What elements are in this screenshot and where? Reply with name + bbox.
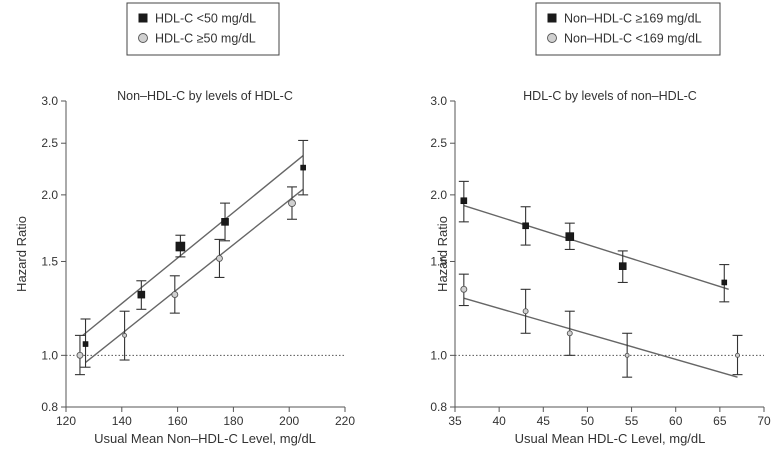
data-point-square — [565, 232, 575, 241]
legend-marker-square — [138, 13, 148, 23]
legend-label: HDL-C <50 mg/dL — [155, 12, 256, 26]
data-point-square — [221, 218, 229, 226]
data-point-square — [618, 262, 627, 270]
y-tick-label: 2.0 — [430, 188, 447, 202]
x-tick-label: 180 — [223, 414, 243, 428]
chart-title: Non–HDL-C by levels of HDL-C — [117, 89, 293, 103]
legend-marker-square — [547, 13, 557, 23]
legend-label: Non–HDL-C ≥169 mg/dL — [564, 12, 702, 26]
y-tick-label: 1.0 — [41, 348, 58, 362]
y-axis-label: Hazard Ratio — [14, 216, 29, 292]
legend-box — [126, 2, 280, 56]
x-axis-label: Usual Mean Non–HDL-C Level, mg/dL — [94, 431, 316, 446]
x-tick-label: 220 — [335, 414, 355, 428]
x-tick-label: 50 — [581, 414, 595, 428]
data-point-square — [137, 290, 146, 299]
data-point-square — [82, 341, 89, 347]
y-tick-label: 1.0 — [430, 348, 447, 362]
data-point-circle — [566, 330, 573, 337]
fit-line-series-2 — [85, 188, 304, 363]
data-point-circle — [288, 199, 296, 208]
data-point-square — [721, 279, 728, 286]
series-2 — [458, 273, 743, 378]
series-1 — [80, 139, 309, 368]
legend-label: HDL-C ≥50 mg/dL — [155, 32, 256, 46]
data-point-circle — [215, 254, 223, 262]
legend-label: Non–HDL-C <169 mg/dL — [564, 32, 702, 46]
y-tick-label: 1.5 — [430, 254, 447, 268]
x-tick-label: 40 — [492, 414, 506, 428]
data-point-square — [460, 197, 468, 205]
legend: Non–HDL-C ≥169 mg/dL Non–HDL-C <169 mg/dL — [535, 2, 721, 56]
x-tick-label: 200 — [279, 414, 299, 428]
x-axis-label: Usual Mean HDL-C Level, mg/dL — [515, 431, 706, 446]
x-tick-label: 45 — [537, 414, 551, 428]
y-tick-label: 2.5 — [430, 136, 447, 150]
y-tick-label: 0.8 — [41, 400, 58, 414]
y-tick-label: 2.5 — [41, 136, 58, 150]
x-tick-label: 55 — [625, 414, 639, 428]
series-1 — [458, 180, 730, 303]
fit-line-series-1 — [463, 204, 729, 290]
data-point-circle — [122, 332, 128, 338]
y-tick-label: 0.8 — [430, 400, 447, 414]
legend: HDL-C <50 mg/dL HDL-C ≥50 mg/dL — [126, 2, 280, 56]
y-tick-label: 3.0 — [41, 94, 58, 108]
data-point-circle — [171, 291, 179, 299]
x-tick-label: 160 — [168, 414, 188, 428]
y-tick-label: 2.0 — [41, 188, 58, 202]
data-point-circle — [76, 351, 84, 359]
x-tick-label: 120 — [56, 414, 76, 428]
chart-panel-2: 0.8 1.0 1.5 2.0 2.5 3.0 35 40 45 50 55 60 65 70 HDL-C … — [430, 2, 771, 446]
fit-line-series-1 — [82, 155, 304, 336]
y-tick-label: 3.0 — [430, 94, 447, 108]
y-tick-label: 1.5 — [41, 254, 58, 268]
x-tick-label: 35 — [448, 414, 462, 428]
chart-panel-1: 0.8 1.0 1.5 2.0 2.5 3.0 120 140 160 180 200 220 Non–… — [14, 2, 355, 446]
x-tick-label: 140 — [112, 414, 132, 428]
data-point-circle — [460, 285, 468, 293]
fit-line-series-2 — [463, 297, 738, 378]
legend-marker-circle — [547, 33, 557, 43]
data-point-square — [175, 241, 186, 252]
series-2 — [74, 186, 297, 376]
legend-marker-circle — [138, 33, 148, 43]
x-tick-label: 60 — [669, 414, 683, 428]
chart-title: HDL-C by levels of non–HDL-C — [523, 89, 697, 103]
data-point-square — [522, 222, 529, 230]
legend-box — [535, 2, 721, 56]
data-point-circle — [522, 308, 529, 315]
data-point-square — [300, 164, 306, 171]
x-tick-label: 70 — [757, 414, 771, 428]
data-point-circle — [735, 352, 740, 358]
x-tick-label: 65 — [713, 414, 727, 428]
data-point-circle — [624, 352, 630, 358]
y-axis-label: Hazard Ratio — [435, 216, 450, 292]
